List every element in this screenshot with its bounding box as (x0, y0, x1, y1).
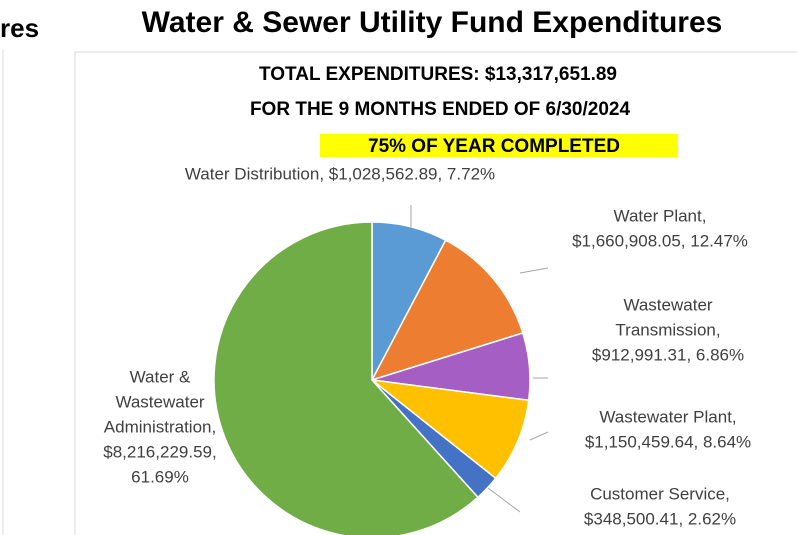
pie-slice (213, 221, 479, 535)
leader-line (519, 267, 549, 274)
data-label: Wastewater Plant, (599, 407, 736, 426)
data-label: 61.69% (131, 467, 189, 486)
chart-border (74, 51, 797, 535)
subtitle: TOTAL EXPENDITURES: $13,317,651.89 (259, 64, 617, 85)
pie-slice (369, 378, 530, 480)
data-label: $912,991.31, 6.86% (592, 345, 744, 364)
data-label: Water Distribution, $1,028,562.89, 7.72% (185, 164, 495, 183)
leader-line (487, 487, 521, 513)
chart-title: Water & Sewer Utility Fund Expenditures (142, 6, 723, 39)
data-label: Wastewater (115, 392, 204, 411)
subtitle: FOR THE 9 MONTHS ENDED OF 6/30/2024 (250, 99, 631, 120)
data-label: Administration, (104, 417, 216, 436)
data-label: Transmission, (615, 320, 720, 339)
highlight (320, 134, 678, 157)
pie (213, 221, 531, 535)
left-fragment: res (0, 13, 39, 43)
data-label: Water Plant, (614, 206, 707, 225)
data-label: $348,500.41, 2.62% (584, 509, 736, 528)
pie-slice (370, 239, 524, 382)
data-label: $1,150,459.64, 8.64% (585, 432, 751, 451)
data-label: $8,216,229.59, (103, 442, 216, 461)
annotation: 75% OF YEAR COMPLETED (368, 136, 620, 157)
data-label: Wastewater (623, 295, 712, 314)
data-label: Customer Service, (590, 484, 730, 503)
data-label: $1,660,908.05, 12.47% (572, 231, 748, 250)
data-label: Water & (130, 367, 191, 386)
leader-line (529, 431, 549, 441)
